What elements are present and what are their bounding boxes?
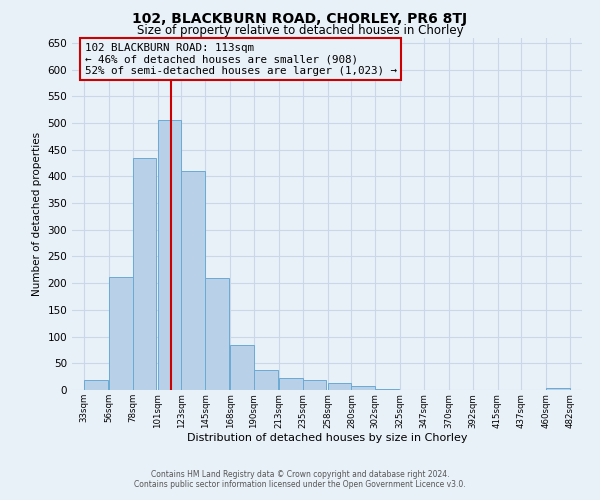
Bar xyxy=(109,277,133,390)
Bar xyxy=(181,171,205,390)
Bar xyxy=(158,120,181,390)
Bar xyxy=(352,386,375,390)
Bar xyxy=(375,389,399,390)
Text: 102, BLACKBURN ROAD, CHORLEY, PR6 8TJ: 102, BLACKBURN ROAD, CHORLEY, PR6 8TJ xyxy=(133,12,467,26)
X-axis label: Distribution of detached houses by size in Chorley: Distribution of detached houses by size … xyxy=(187,433,467,443)
Bar xyxy=(133,158,157,390)
Bar xyxy=(302,380,326,390)
Bar xyxy=(279,378,302,390)
Text: Contains HM Land Registry data © Crown copyright and database right 2024.
Contai: Contains HM Land Registry data © Crown c… xyxy=(134,470,466,489)
Bar xyxy=(230,344,254,390)
Text: 102 BLACKBURN ROAD: 113sqm
← 46% of detached houses are smaller (908)
52% of sem: 102 BLACKBURN ROAD: 113sqm ← 46% of deta… xyxy=(85,43,397,76)
Text: Size of property relative to detached houses in Chorley: Size of property relative to detached ho… xyxy=(137,24,463,37)
Bar xyxy=(205,278,229,390)
Bar xyxy=(84,380,108,390)
Bar xyxy=(546,388,570,390)
Bar xyxy=(254,370,278,390)
Bar xyxy=(328,383,352,390)
Y-axis label: Number of detached properties: Number of detached properties xyxy=(32,132,42,296)
